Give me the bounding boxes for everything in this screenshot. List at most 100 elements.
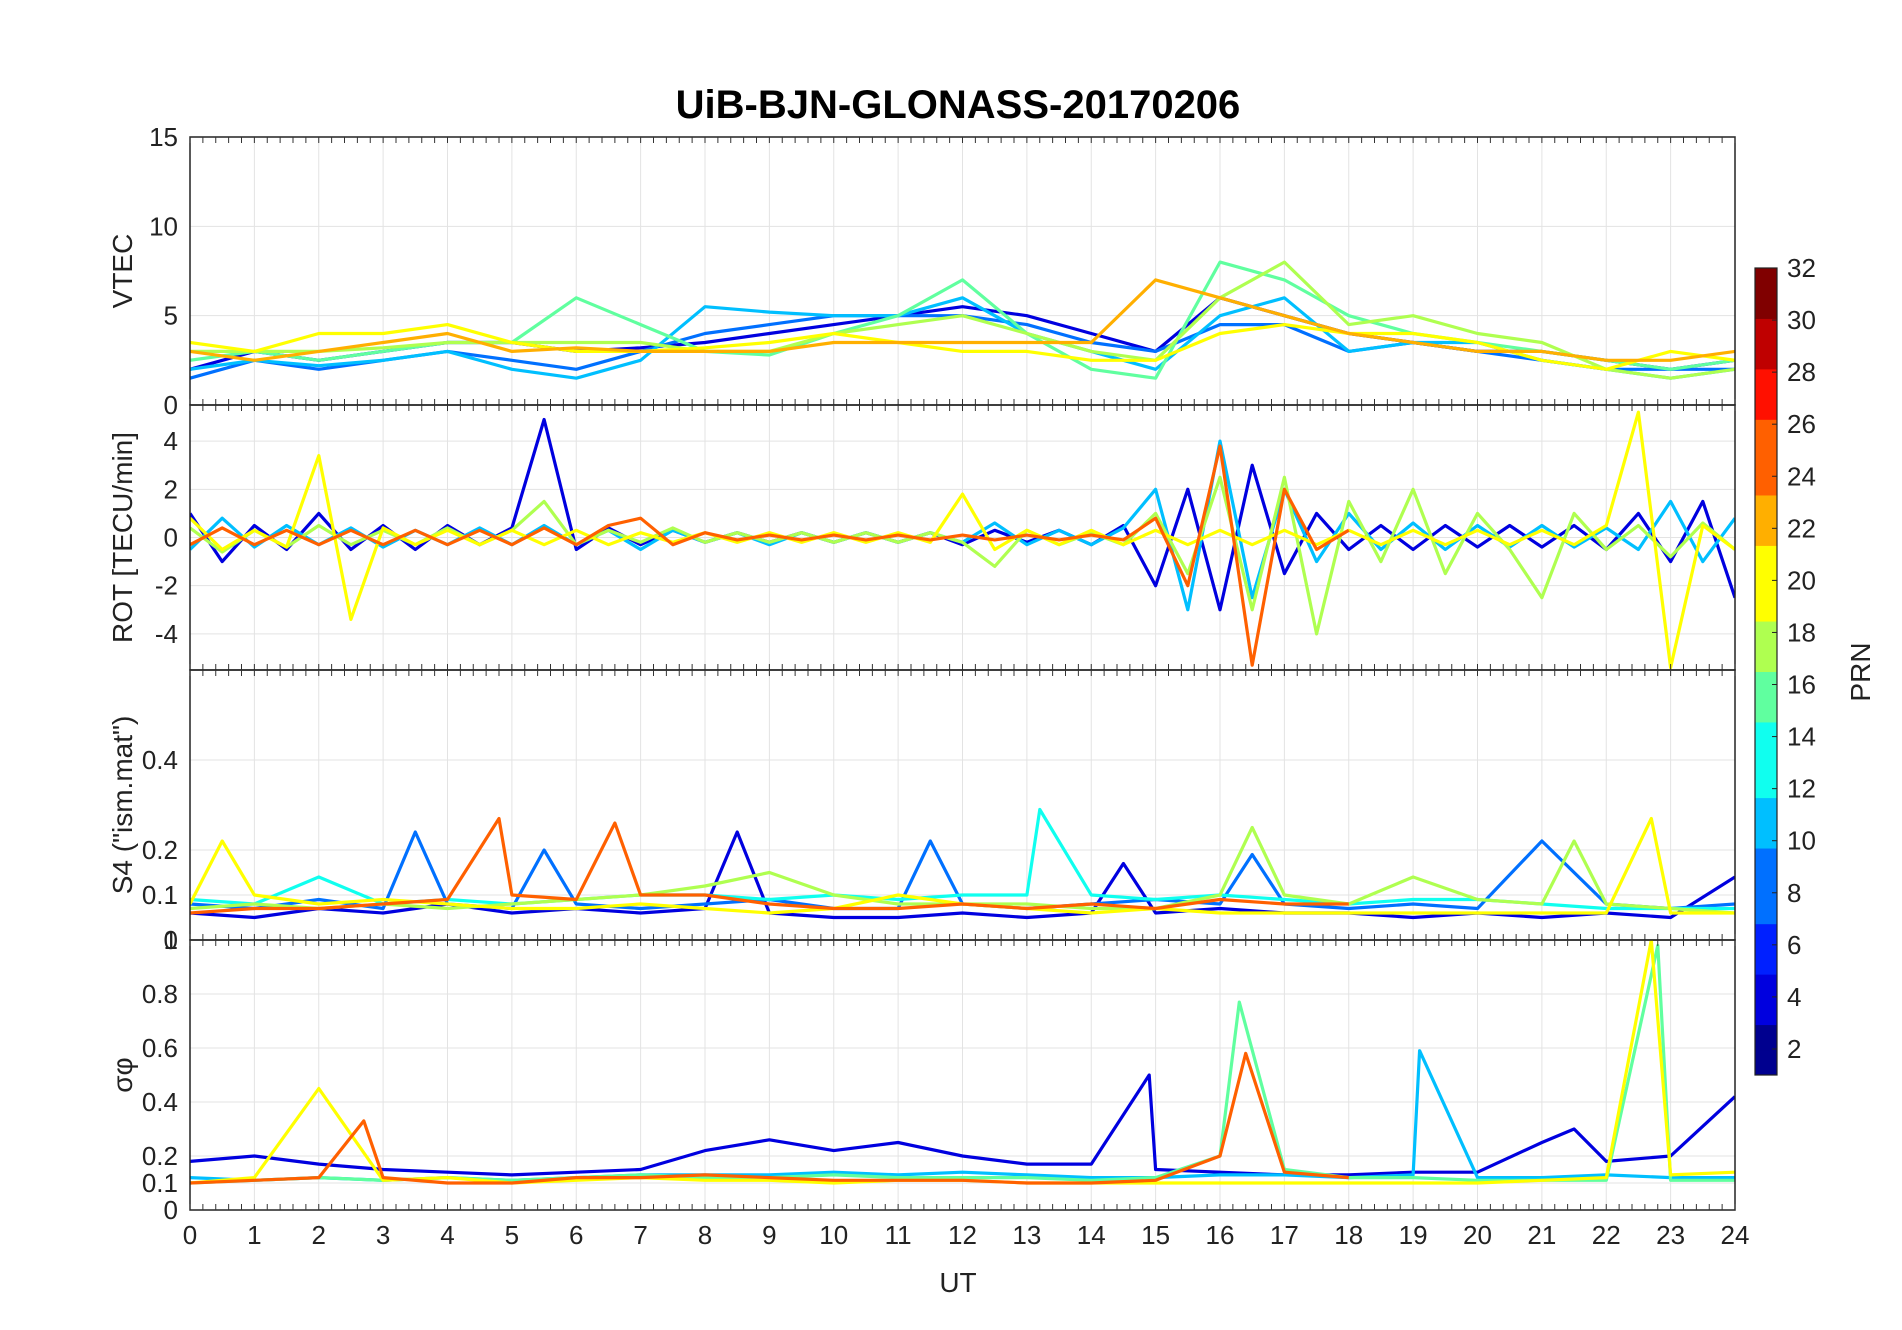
x-tick-label: 22: [1592, 1220, 1621, 1250]
colorbar-tick-label: 14: [1787, 722, 1816, 752]
colorbar-tick-label: 6: [1787, 930, 1801, 960]
x-tick-label: 13: [1012, 1220, 1041, 1250]
colorbar-band: [1755, 822, 1777, 849]
x-tick-label: 1: [247, 1220, 261, 1250]
colorbar-tick-label: 10: [1787, 826, 1816, 856]
y-tick-label: 1: [164, 925, 178, 955]
series-line-prn-18: [190, 260, 1735, 380]
x-tick-label: 18: [1334, 1220, 1363, 1250]
y-tick-label: -4: [155, 619, 178, 649]
colorbar-tick-label: 4: [1787, 982, 1801, 1012]
y-tick-label: 15: [149, 122, 178, 152]
colorbar-band: [1755, 696, 1777, 723]
y-tick-label: 0.1: [142, 880, 178, 910]
x-tick-label: 10: [819, 1220, 848, 1250]
colorbar-band: [1755, 293, 1777, 319]
y-tick-label: 0.1: [142, 1168, 178, 1198]
x-tick-label: 20: [1463, 1220, 1492, 1250]
colorbar-band: [1755, 595, 1777, 622]
colorbar-tick-label: 12: [1787, 774, 1816, 804]
colorbar-tick-label: 16: [1787, 670, 1816, 700]
x-tick-label: 4: [440, 1220, 454, 1250]
series-group: [190, 807, 1735, 920]
series-group: [190, 260, 1735, 380]
series-line-prn-20: [190, 410, 1735, 670]
colorbar-band: [1755, 797, 1777, 824]
y-tick-label: 5: [164, 301, 178, 331]
x-tick-label: 23: [1656, 1220, 1685, 1250]
colorbar-band: [1755, 469, 1777, 496]
colorbar-label: PRN: [1845, 642, 1876, 701]
colorbar-band: [1755, 545, 1777, 572]
colorbar-tick-label: 28: [1787, 357, 1816, 387]
y-tick-label: 0.6: [142, 1033, 178, 1063]
y-tick-label: 0.4: [142, 745, 178, 775]
y-tick-label: 0: [164, 925, 178, 955]
colorbar-band: [1755, 394, 1777, 420]
colorbar-band: [1755, 772, 1777, 799]
y-axis-label: ROT [TECU/min]: [107, 432, 138, 643]
colorbar-tick-label: 32: [1787, 253, 1816, 283]
x-tick-label: 24: [1721, 1220, 1750, 1250]
x-tick-label: 14: [1077, 1220, 1106, 1250]
series-group: [190, 940, 1735, 1185]
series-line-prn-23: [190, 444, 1350, 667]
series-group: [190, 410, 1735, 670]
colorbar-band: [1755, 646, 1777, 672]
colorbar-band: [1755, 1049, 1777, 1076]
x-tick-label: 21: [1527, 1220, 1556, 1250]
x-tick-label: 2: [312, 1220, 326, 1250]
colorbar-band: [1755, 318, 1777, 345]
x-axis-label: UT: [939, 1267, 976, 1298]
y-tick-label: 0.8: [142, 979, 178, 1009]
x-tick-label: 19: [1399, 1220, 1428, 1250]
colorbar-band: [1755, 343, 1777, 370]
colorbar-band: [1755, 898, 1777, 925]
y-axis-label: σφ: [107, 1057, 138, 1092]
x-tick-label: 11: [885, 1220, 912, 1250]
colorbar-band: [1755, 848, 1777, 874]
colorbar-tick-label: 26: [1787, 409, 1816, 439]
y-tick-label: -2: [155, 571, 178, 601]
colorbar-band: [1755, 1024, 1777, 1051]
y-tick-label: 0.4: [142, 1087, 178, 1117]
colorbar-band: [1755, 923, 1777, 950]
colorbar-band: [1755, 520, 1777, 546]
colorbar-band: [1755, 671, 1777, 698]
y-tick-label: 0: [164, 523, 178, 553]
colorbar-frame: [1754, 267, 1778, 1076]
colorbar-tick-label: 22: [1787, 513, 1816, 543]
colorbar-band: [1755, 873, 1777, 899]
series-line-prn-3: [190, 1073, 1735, 1177]
colorbar-tick-label: 8: [1787, 878, 1801, 908]
series-line-prn-18: [190, 475, 1735, 636]
colorbar-band: [1755, 621, 1777, 647]
colorbar-band: [1755, 494, 1777, 521]
x-tick-label: 15: [1141, 1220, 1170, 1250]
x-tick-label: 12: [948, 1220, 977, 1250]
colorbar-band: [1755, 974, 1777, 1000]
y-tick-label: 2: [164, 474, 178, 504]
colorbar-band: [1755, 721, 1777, 748]
series-line-prn-8: [190, 830, 1735, 911]
y-tick-label: 10: [149, 211, 178, 241]
series-line-prn-20: [190, 323, 1735, 371]
colorbar-band: [1755, 444, 1777, 471]
colorbar-band: [1755, 268, 1777, 294]
series-line-prn-22: [190, 278, 1735, 362]
x-tick-label: 5: [505, 1220, 519, 1250]
colorbar-tick-label: 30: [1787, 305, 1816, 335]
y-axis-label: VTEC: [107, 234, 138, 309]
colorbar-tick-label: 2: [1787, 1034, 1801, 1064]
colorbar-band: [1755, 419, 1777, 446]
x-tick-label: 6: [569, 1220, 583, 1250]
series-line-prn-23: [190, 1051, 1349, 1185]
series-line-prn-3: [190, 417, 1735, 612]
x-tick-label: 9: [762, 1220, 776, 1250]
y-tick-label: 4: [164, 426, 178, 456]
x-tick-label: 17: [1270, 1220, 1299, 1250]
y-axis-label: S4 ("ism.mat"): [107, 716, 138, 895]
